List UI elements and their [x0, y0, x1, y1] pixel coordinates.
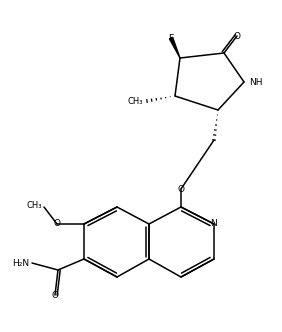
Text: O: O [233, 32, 241, 41]
Text: H₂N: H₂N [12, 259, 29, 268]
Text: N: N [211, 219, 217, 228]
Polygon shape [169, 37, 180, 58]
Text: CH₃: CH₃ [127, 97, 143, 106]
Text: F: F [168, 34, 173, 42]
Text: O: O [52, 290, 58, 299]
Text: O: O [54, 219, 61, 228]
Text: O: O [177, 185, 184, 194]
Text: CH₃: CH₃ [27, 201, 42, 209]
Text: NH: NH [249, 77, 263, 87]
